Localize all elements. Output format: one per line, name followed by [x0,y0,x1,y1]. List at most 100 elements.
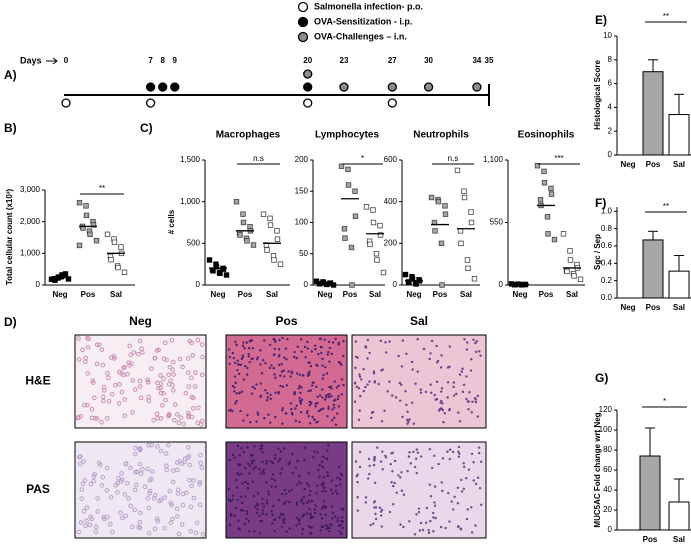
histology-texture [323,506,327,509]
histology-texture [297,387,301,390]
histology-texture [277,348,281,351]
histology-texture [85,371,91,376]
histology-texture [250,459,253,463]
y-tick-label: 1,100 [483,155,504,164]
histology-texture [228,458,231,462]
day-label: 7 [148,56,153,65]
histology-texture [307,390,310,393]
histology-texture [256,508,259,511]
histology-texture [310,402,313,405]
histology-texture [170,479,176,485]
histology-texture [364,385,367,389]
histology-texture [279,384,282,388]
histology-texture [467,408,470,411]
histology-texture [233,386,236,389]
y-tick-label: 0.0 [601,293,613,302]
histology-texture [429,495,433,498]
histology-texture [235,486,239,489]
histology-texture [273,479,277,482]
histology-texture [411,368,414,371]
histology-texture [446,450,449,453]
histology-texture [293,391,296,395]
histology-texture [133,469,138,475]
data-point [80,225,86,231]
histology-texture [337,394,340,398]
histology-texture [170,516,175,522]
histology-texture [83,355,88,361]
histology-texture [335,412,339,415]
histology-texture [356,356,359,359]
histology-texture [240,501,244,505]
y-axis-label: MUC5AC Fold change wrt Neg [593,412,602,527]
histology-texture [298,420,301,424]
histology-texture [155,415,160,421]
significance-label: ** [663,12,669,21]
histology-texture [294,466,298,469]
histology-texture [414,382,417,385]
histology-texture [250,392,254,395]
histology-texture [272,367,275,370]
histology-texture [137,378,143,384]
histology-texture [280,525,284,528]
histology-texture [327,395,331,399]
histology-texture [289,375,292,378]
histology-texture [145,377,150,383]
histology-texture [450,500,453,503]
histology-texture [187,462,193,468]
histology-texture [402,493,406,496]
histology-texture [263,416,266,420]
histology-image [74,441,207,539]
histology-texture [283,375,286,378]
histology-texture [299,338,303,341]
x-tick-label: Pos [643,535,658,544]
event-marker [472,82,482,92]
legend-label: Salmonella infection- p.o. [314,1,423,11]
histology-texture [432,530,435,533]
y-tick-label: 600 [384,155,398,164]
histology-texture [457,411,460,414]
data-point [76,242,83,249]
histology-texture [126,360,132,365]
histology-texture [424,521,428,524]
histology-texture [474,524,477,527]
histology-texture [100,362,106,368]
data-point [233,198,240,205]
histology-texture [236,363,240,366]
histology-texture [368,472,371,476]
histology-texture [431,466,434,470]
histology-texture [101,398,106,404]
data-point [551,236,558,243]
histology-texture [235,478,238,482]
histology-texture [383,409,386,412]
histology-texture [78,520,84,525]
histology-texture [433,504,437,507]
histology-texture [233,390,236,393]
histology-texture [167,364,173,370]
data-point [377,232,384,238]
histology-texture [104,416,110,421]
histology-texture [195,337,201,343]
histology-texture [253,387,257,390]
histology-texture [405,403,408,407]
histology-texture [308,493,311,497]
histology-texture [479,354,482,357]
histology-texture [108,522,113,527]
histology-texture [458,452,461,455]
histology-texture [126,496,131,501]
histology-texture [307,373,311,376]
data-point [367,241,373,248]
y-tick-label: 2,000 [20,217,41,226]
histology-texture [376,446,379,449]
histology-texture [186,445,191,450]
histology-texture [230,514,233,517]
histology-texture [92,471,98,477]
histology-texture [455,392,458,396]
bar [668,501,690,531]
histology-texture [303,459,306,462]
histology-texture [353,382,357,385]
histology-texture [319,408,323,411]
histology-texture [247,462,250,466]
histology-texture [122,413,128,419]
histology-texture [340,363,343,366]
data-point [87,231,93,238]
